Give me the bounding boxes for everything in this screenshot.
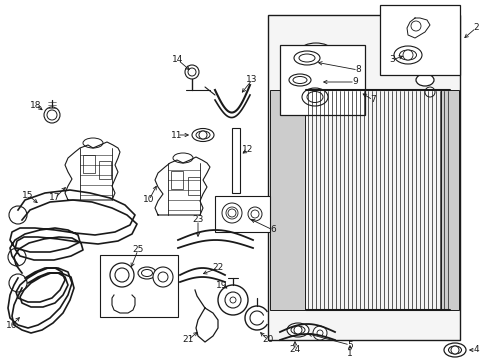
Circle shape	[285, 64, 297, 76]
Text: 11: 11	[171, 130, 183, 139]
Circle shape	[158, 272, 168, 282]
Text: 15: 15	[22, 190, 34, 199]
Ellipse shape	[306, 91, 323, 103]
Bar	[215, 196, 269, 232]
Ellipse shape	[250, 210, 259, 218]
Circle shape	[224, 292, 241, 308]
Circle shape	[218, 285, 247, 315]
Text: 3: 3	[388, 55, 394, 64]
Circle shape	[229, 297, 236, 303]
Circle shape	[227, 209, 236, 217]
Ellipse shape	[44, 107, 60, 123]
Ellipse shape	[302, 88, 327, 106]
Ellipse shape	[399, 50, 416, 60]
Ellipse shape	[286, 323, 308, 337]
Text: 17: 17	[49, 194, 61, 202]
Text: 21: 21	[182, 336, 193, 345]
Ellipse shape	[141, 270, 152, 276]
Ellipse shape	[298, 54, 314, 62]
Bar	[99, 161, 111, 179]
Circle shape	[115, 268, 129, 282]
Bar	[171, 171, 183, 189]
Bar	[83, 155, 95, 173]
Bar	[379, 5, 459, 75]
Circle shape	[9, 274, 27, 292]
Circle shape	[450, 346, 458, 354]
Text: 4: 4	[472, 346, 478, 355]
Text: 6: 6	[269, 225, 275, 234]
Text: 16: 16	[6, 320, 18, 329]
Ellipse shape	[415, 74, 433, 86]
Text: 2: 2	[472, 23, 478, 32]
Text: 20: 20	[262, 336, 273, 345]
Ellipse shape	[306, 46, 325, 54]
Text: 25: 25	[132, 246, 143, 255]
Circle shape	[312, 326, 326, 340]
Ellipse shape	[443, 343, 465, 357]
Circle shape	[293, 326, 302, 334]
Ellipse shape	[196, 131, 209, 139]
Text: 1: 1	[346, 348, 352, 357]
Text: 23: 23	[192, 216, 203, 225]
Circle shape	[199, 131, 206, 139]
Ellipse shape	[290, 326, 305, 334]
Text: 24: 24	[289, 346, 300, 355]
Ellipse shape	[293, 51, 319, 65]
Ellipse shape	[138, 267, 156, 279]
Text: 14: 14	[172, 55, 183, 64]
Text: 18: 18	[30, 100, 41, 109]
Ellipse shape	[447, 346, 461, 354]
Circle shape	[316, 330, 323, 336]
Bar	[231, 128, 240, 193]
Circle shape	[299, 87, 309, 97]
Circle shape	[9, 206, 27, 224]
Ellipse shape	[83, 138, 103, 148]
Text: 10: 10	[143, 195, 154, 204]
Text: 8: 8	[354, 66, 360, 75]
Ellipse shape	[192, 129, 214, 141]
Circle shape	[153, 267, 173, 287]
Ellipse shape	[225, 207, 238, 219]
Bar	[267, 15, 459, 340]
Ellipse shape	[247, 207, 262, 221]
Ellipse shape	[47, 110, 57, 120]
Ellipse shape	[393, 46, 421, 64]
Text: 5: 5	[346, 341, 352, 350]
Bar	[280, 45, 364, 115]
Bar	[100, 255, 178, 317]
Text: 22: 22	[212, 264, 223, 273]
Ellipse shape	[184, 65, 199, 79]
Bar	[440, 90, 458, 310]
Text: 9: 9	[351, 77, 357, 86]
Ellipse shape	[187, 68, 196, 76]
Text: 12: 12	[242, 145, 253, 154]
Bar	[269, 90, 305, 310]
Text: 13: 13	[246, 76, 257, 85]
Text: 7: 7	[369, 95, 375, 104]
Text: 19: 19	[216, 280, 227, 289]
Circle shape	[110, 263, 134, 287]
Ellipse shape	[173, 153, 193, 163]
Ellipse shape	[292, 77, 306, 84]
Ellipse shape	[222, 203, 242, 223]
Ellipse shape	[301, 43, 330, 57]
Circle shape	[402, 50, 412, 60]
Circle shape	[410, 21, 420, 31]
Ellipse shape	[288, 74, 310, 86]
Circle shape	[8, 248, 26, 266]
Bar	[187, 177, 200, 195]
Ellipse shape	[281, 73, 303, 87]
Circle shape	[424, 87, 434, 97]
